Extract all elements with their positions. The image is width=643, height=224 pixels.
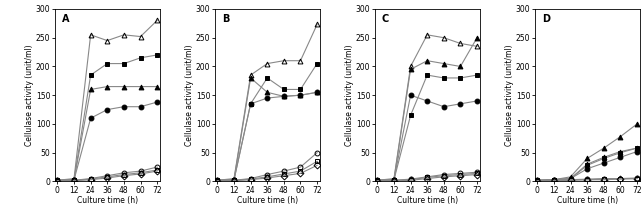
X-axis label: Culture time (h): Culture time (h)	[77, 196, 138, 205]
Text: D: D	[542, 14, 550, 24]
X-axis label: Culture time (h): Culture time (h)	[397, 196, 458, 205]
Y-axis label: Cellulase activity (unit/ml): Cellulase activity (unit/ml)	[185, 44, 194, 146]
X-axis label: Culture time (h): Culture time (h)	[557, 196, 618, 205]
Y-axis label: Cellulase activity (unit/ml): Cellulase activity (unit/ml)	[345, 44, 354, 146]
Y-axis label: Cellulase activity (unit/ml): Cellulase activity (unit/ml)	[505, 44, 514, 146]
Text: B: B	[222, 14, 230, 24]
Text: C: C	[382, 14, 389, 24]
Text: A: A	[62, 14, 69, 24]
X-axis label: Culture time (h): Culture time (h)	[237, 196, 298, 205]
Y-axis label: Cellulase activity (unit/ml): Cellulase activity (unit/ml)	[26, 44, 35, 146]
